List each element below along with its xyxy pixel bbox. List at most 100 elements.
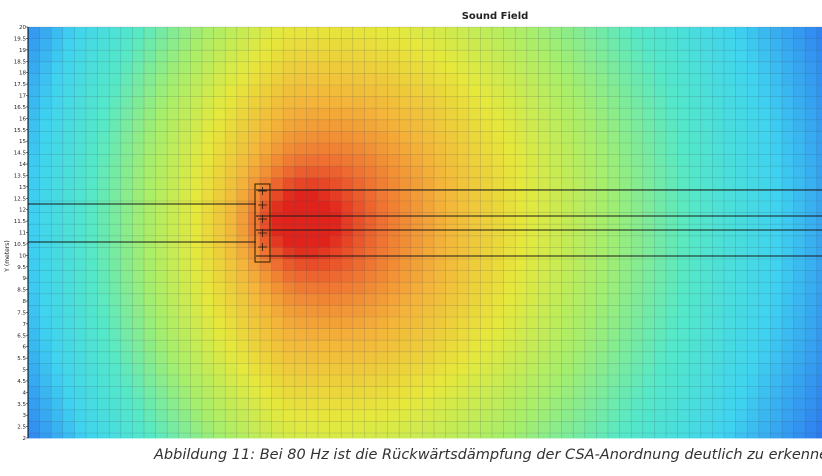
heatmap-cell: [410, 247, 423, 260]
heatmap-cell: [700, 270, 713, 283]
heatmap-cell: [538, 421, 551, 434]
heatmap-cell: [178, 119, 191, 132]
heatmap-cell: [422, 293, 435, 306]
heatmap-cell: [376, 328, 388, 341]
heatmap-cell: [306, 282, 319, 295]
heatmap-cell: [109, 293, 122, 306]
heatmap-cell: [86, 166, 98, 179]
heatmap-cell: [712, 166, 725, 179]
heatmap-cell: [260, 340, 272, 353]
heatmap-cell: [561, 259, 574, 271]
heatmap-cell: [689, 351, 702, 364]
heatmap-cell: [399, 317, 412, 329]
heatmap-cell: [225, 351, 238, 364]
heatmap-cell: [387, 143, 400, 155]
heatmap-cell: [538, 398, 551, 411]
heatmap-cell: [399, 351, 412, 364]
heatmap-cell: [468, 119, 481, 132]
heatmap-cell: [700, 73, 713, 86]
heatmap-cell: [700, 96, 713, 109]
heatmap-cell: [631, 386, 644, 399]
heatmap-cell: [712, 154, 725, 167]
heatmap-cell: [573, 282, 586, 295]
heatmap-cell: [445, 131, 458, 144]
heatmap-cell: [62, 38, 75, 51]
heatmap-cell: [62, 85, 75, 97]
heatmap-cell: [805, 247, 818, 260]
heatmap-cell: [74, 50, 87, 63]
heatmap-cell: [341, 108, 354, 121]
heatmap-cell: [225, 73, 238, 86]
heatmap-cell: [271, 166, 284, 179]
heatmap-cell: [271, 119, 284, 132]
heatmap-cell: [62, 305, 75, 318]
heatmap-cell: [677, 421, 690, 434]
heatmap-cell: [225, 189, 238, 202]
heatmap-cell: [399, 409, 412, 422]
heatmap-cell: [260, 108, 272, 121]
heatmap-cell: [294, 259, 307, 271]
heatmap-cell: [410, 317, 423, 329]
heatmap-cell: [619, 398, 632, 411]
heatmap-cell: [306, 201, 319, 213]
heatmap-cell: [51, 201, 64, 213]
heatmap-cell: [677, 328, 690, 341]
heatmap-cell: [457, 409, 470, 422]
heatmap-cell: [260, 143, 272, 155]
heatmap-cell: [120, 212, 133, 225]
heatmap-cell: [155, 270, 168, 283]
heatmap-cell: [654, 143, 667, 155]
heatmap-cell: [654, 375, 667, 387]
heatmap-cell: [97, 305, 110, 318]
y-tick-label: 15.5: [14, 128, 27, 134]
heatmap-cell: [596, 154, 609, 167]
heatmap-cell: [677, 247, 690, 260]
heatmap-cell: [584, 340, 597, 353]
heatmap-cell: [51, 328, 64, 341]
heatmap-cell: [376, 73, 388, 86]
heatmap-cell: [677, 119, 690, 132]
heatmap-cell: [190, 177, 203, 190]
heatmap-cell: [260, 166, 272, 179]
heatmap-cell: [666, 270, 678, 283]
heatmap-cell: [619, 38, 632, 51]
heatmap-cell: [793, 340, 806, 353]
heatmap-cell: [666, 143, 678, 155]
heatmap-cell: [631, 61, 644, 74]
heatmap-cell: [538, 73, 551, 86]
heatmap-cell: [74, 131, 87, 144]
heatmap-cell: [28, 108, 40, 121]
heatmap-cell: [132, 433, 145, 439]
heatmap-cell: [724, 259, 736, 271]
heatmap-cell: [51, 166, 64, 179]
heatmap-cell: [561, 85, 574, 97]
heatmap-cell: [584, 421, 597, 434]
heatmap-cell: [677, 143, 690, 155]
heatmap-cell: [410, 50, 423, 63]
heatmap-cell: [410, 328, 423, 341]
heatmap-cell: [619, 73, 632, 86]
heatmap-cell: [364, 189, 377, 202]
heatmap-cell: [399, 398, 412, 411]
heatmap-cell: [515, 328, 528, 341]
heatmap-cell: [28, 177, 40, 190]
heatmap-cell: [51, 282, 64, 295]
heatmap-cell: [445, 433, 458, 439]
heatmap-cell: [167, 61, 180, 74]
heatmap-cell: [816, 293, 822, 306]
heatmap-cell: [445, 259, 458, 271]
heatmap-cell: [51, 351, 64, 364]
heatmap-cell: [329, 421, 342, 434]
heatmap-cell: [294, 131, 307, 144]
heatmap-cell: [689, 201, 702, 213]
heatmap-cell: [329, 247, 342, 260]
heatmap-cell: [109, 201, 122, 213]
heatmap-cell: [39, 421, 52, 434]
heatmap-cell: [526, 340, 539, 353]
heatmap-cell: [376, 201, 388, 213]
heatmap-cell: [782, 282, 794, 295]
heatmap-cell: [283, 61, 296, 74]
heatmap-cell: [608, 201, 620, 213]
heatmap-cell: [74, 270, 87, 283]
heatmap-cell: [712, 96, 725, 109]
